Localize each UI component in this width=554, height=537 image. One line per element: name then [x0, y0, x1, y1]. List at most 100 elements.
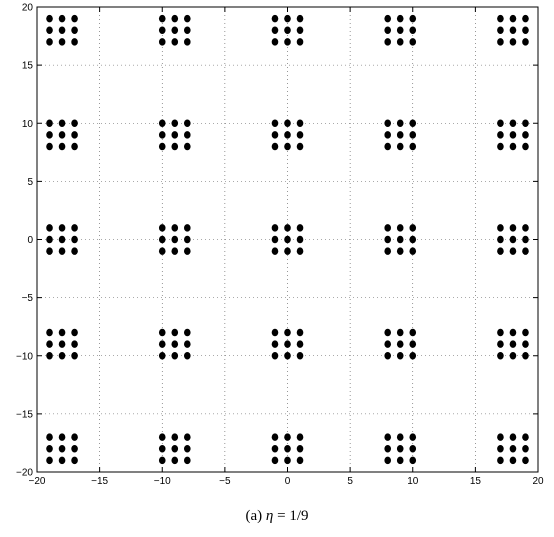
data-point: [409, 38, 417, 46]
data-point: [409, 247, 417, 255]
data-point: [71, 444, 78, 453]
data-point: [58, 131, 66, 139]
data-point: [396, 444, 404, 453]
y-tick-label: −5: [22, 293, 34, 304]
data-point: [184, 433, 191, 441]
data-point: [497, 235, 504, 244]
data-point: [171, 433, 179, 441]
y-tick-label: −20: [16, 468, 33, 479]
data-point: [384, 235, 392, 244]
data-point: [509, 119, 517, 128]
data-point: [171, 235, 179, 244]
data-point: [184, 131, 191, 139]
data-point: [184, 444, 191, 453]
data-point: [296, 444, 304, 453]
data-point: [46, 433, 53, 441]
data-point: [509, 456, 517, 465]
data-point: [158, 38, 166, 46]
x-tick-label: 5: [347, 476, 353, 487]
data-point: [409, 224, 417, 232]
y-tick-label: 5: [27, 177, 33, 188]
data-point: [396, 340, 404, 348]
data-point: [71, 340, 78, 348]
data-point: [71, 328, 78, 337]
data-point: [171, 119, 179, 128]
x-tick-label: −10: [154, 476, 171, 487]
data-point: [497, 328, 504, 337]
data-point: [184, 351, 191, 360]
data-point: [184, 119, 191, 128]
data-point: [158, 131, 166, 139]
data-point: [171, 444, 179, 453]
data-point: [184, 14, 191, 23]
data-point: [409, 14, 417, 23]
data-point: [509, 444, 517, 453]
data-point: [158, 235, 166, 244]
data-point: [271, 235, 279, 244]
data-point: [284, 131, 291, 139]
data-point: [284, 14, 291, 23]
data-point: [71, 38, 78, 46]
data-point: [509, 14, 517, 23]
data-point: [71, 119, 78, 128]
data-point: [296, 224, 304, 232]
data-point: [58, 119, 66, 128]
data-point: [158, 433, 166, 441]
data-point: [296, 247, 304, 255]
data-point: [409, 444, 417, 453]
data-point: [58, 456, 66, 465]
data-point: [71, 142, 78, 151]
data-point: [58, 38, 66, 46]
data-point: [396, 131, 404, 139]
data-point: [46, 456, 53, 465]
data-point: [409, 351, 417, 360]
data-point: [58, 351, 66, 360]
data-point: [284, 235, 291, 244]
x-tick-label: 15: [470, 476, 482, 487]
x-tick-label: −20: [29, 476, 46, 487]
caption-prefix: (a): [245, 508, 263, 524]
data-point: [58, 444, 66, 453]
data-point: [396, 456, 404, 465]
data-point: [384, 456, 392, 465]
y-tick-label: −15: [16, 409, 33, 420]
data-point: [384, 247, 392, 255]
data-point: [384, 328, 392, 337]
data-point: [497, 224, 504, 232]
data-point: [58, 328, 66, 337]
data-point: [46, 247, 53, 255]
data-point: [284, 119, 291, 128]
data-point: [409, 433, 417, 441]
data-point: [284, 433, 291, 441]
data-point: [58, 14, 66, 23]
data-point: [71, 26, 78, 35]
data-point: [396, 247, 404, 255]
data-point: [58, 247, 66, 255]
data-point: [71, 224, 78, 232]
data-point: [171, 142, 179, 151]
data-point: [509, 26, 517, 35]
data-point: [296, 351, 304, 360]
data-point: [71, 433, 78, 441]
data-point: [46, 235, 53, 244]
data-point: [46, 38, 53, 46]
data-point: [271, 444, 279, 453]
data-point: [296, 38, 304, 46]
data-point: [522, 119, 529, 128]
data-point: [158, 328, 166, 337]
data-point: [158, 119, 166, 128]
caption-symbol: η: [265, 508, 274, 524]
data-point: [46, 26, 53, 35]
data-point: [522, 340, 529, 348]
data-point: [522, 131, 529, 139]
data-point: [284, 224, 291, 232]
data-point: [158, 14, 166, 23]
data-point: [384, 444, 392, 453]
data-point: [296, 328, 304, 337]
data-point: [46, 340, 53, 348]
data-point: [58, 224, 66, 232]
y-tick-label: −10: [16, 351, 33, 362]
data-point: [497, 433, 504, 441]
data-point: [522, 14, 529, 23]
data-point: [284, 38, 291, 46]
